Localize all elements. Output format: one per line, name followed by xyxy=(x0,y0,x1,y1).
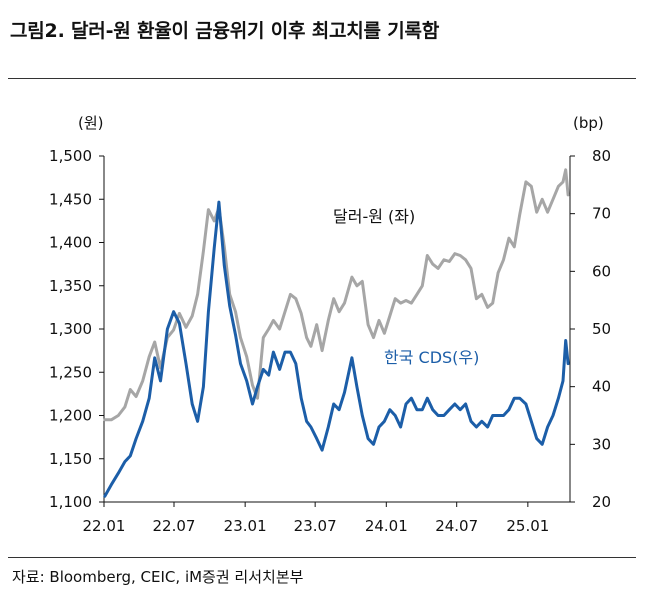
y-right-tick-label: 40 xyxy=(592,378,611,396)
series-label-usdkrw: 달러-원 (좌) xyxy=(333,207,415,226)
y-left-tick-label: 1,450 xyxy=(49,190,92,208)
x-tick-label: 24.01 xyxy=(365,517,408,535)
y-right-tick-label: 80 xyxy=(592,147,611,165)
y-left-tick-label: 1,300 xyxy=(49,320,92,338)
y-left-tick-label: 1,100 xyxy=(49,493,92,511)
x-tick-label: 22.01 xyxy=(83,517,126,535)
y-right-unit: (bp) xyxy=(573,114,604,132)
usdkrw-line xyxy=(103,168,570,422)
x-tick-label: 24.07 xyxy=(435,517,478,535)
y-right-tick-label: 20 xyxy=(592,493,611,511)
y-right-tick-label: 50 xyxy=(592,320,611,338)
x-tick-label: 22.07 xyxy=(153,517,196,535)
y-left-tick-label: 1,200 xyxy=(49,407,92,425)
y-left-tick-label: 1,350 xyxy=(49,277,92,295)
x-tick-label: 25.01 xyxy=(506,517,549,535)
y-right-tick-label: 70 xyxy=(592,205,611,223)
chart-axes: 1,500 1,450 1,400 1,350 1,300 1,250 1,200 1,150… xyxy=(49,147,611,535)
y-left-tick-label: 1,500 xyxy=(49,147,92,165)
source-note: 자료: Bloomberg, CEIC, iM증권 리서치본부 xyxy=(12,568,304,586)
x-tick-label: 23.01 xyxy=(224,517,267,535)
series-label-cds: 한국 CDS(우) xyxy=(384,348,479,367)
chart-series xyxy=(103,168,570,498)
y-left-tick-label: 1,400 xyxy=(49,234,92,252)
cds-line xyxy=(103,200,570,498)
y-left-tick-label: 1,150 xyxy=(49,450,92,468)
y-right-tick-label: 30 xyxy=(592,435,611,453)
y-left-tick-label: 1,250 xyxy=(49,363,92,381)
y-left-unit: (원) xyxy=(78,114,104,132)
chart-title: 그림2. 달러-원 환율이 금융위기 이후 최고치를 기록함 xyxy=(10,20,440,42)
bottom-divider xyxy=(8,557,636,558)
y-right-tick-label: 60 xyxy=(592,262,611,280)
x-tick-label: 23.07 xyxy=(294,517,337,535)
top-divider xyxy=(8,78,636,79)
